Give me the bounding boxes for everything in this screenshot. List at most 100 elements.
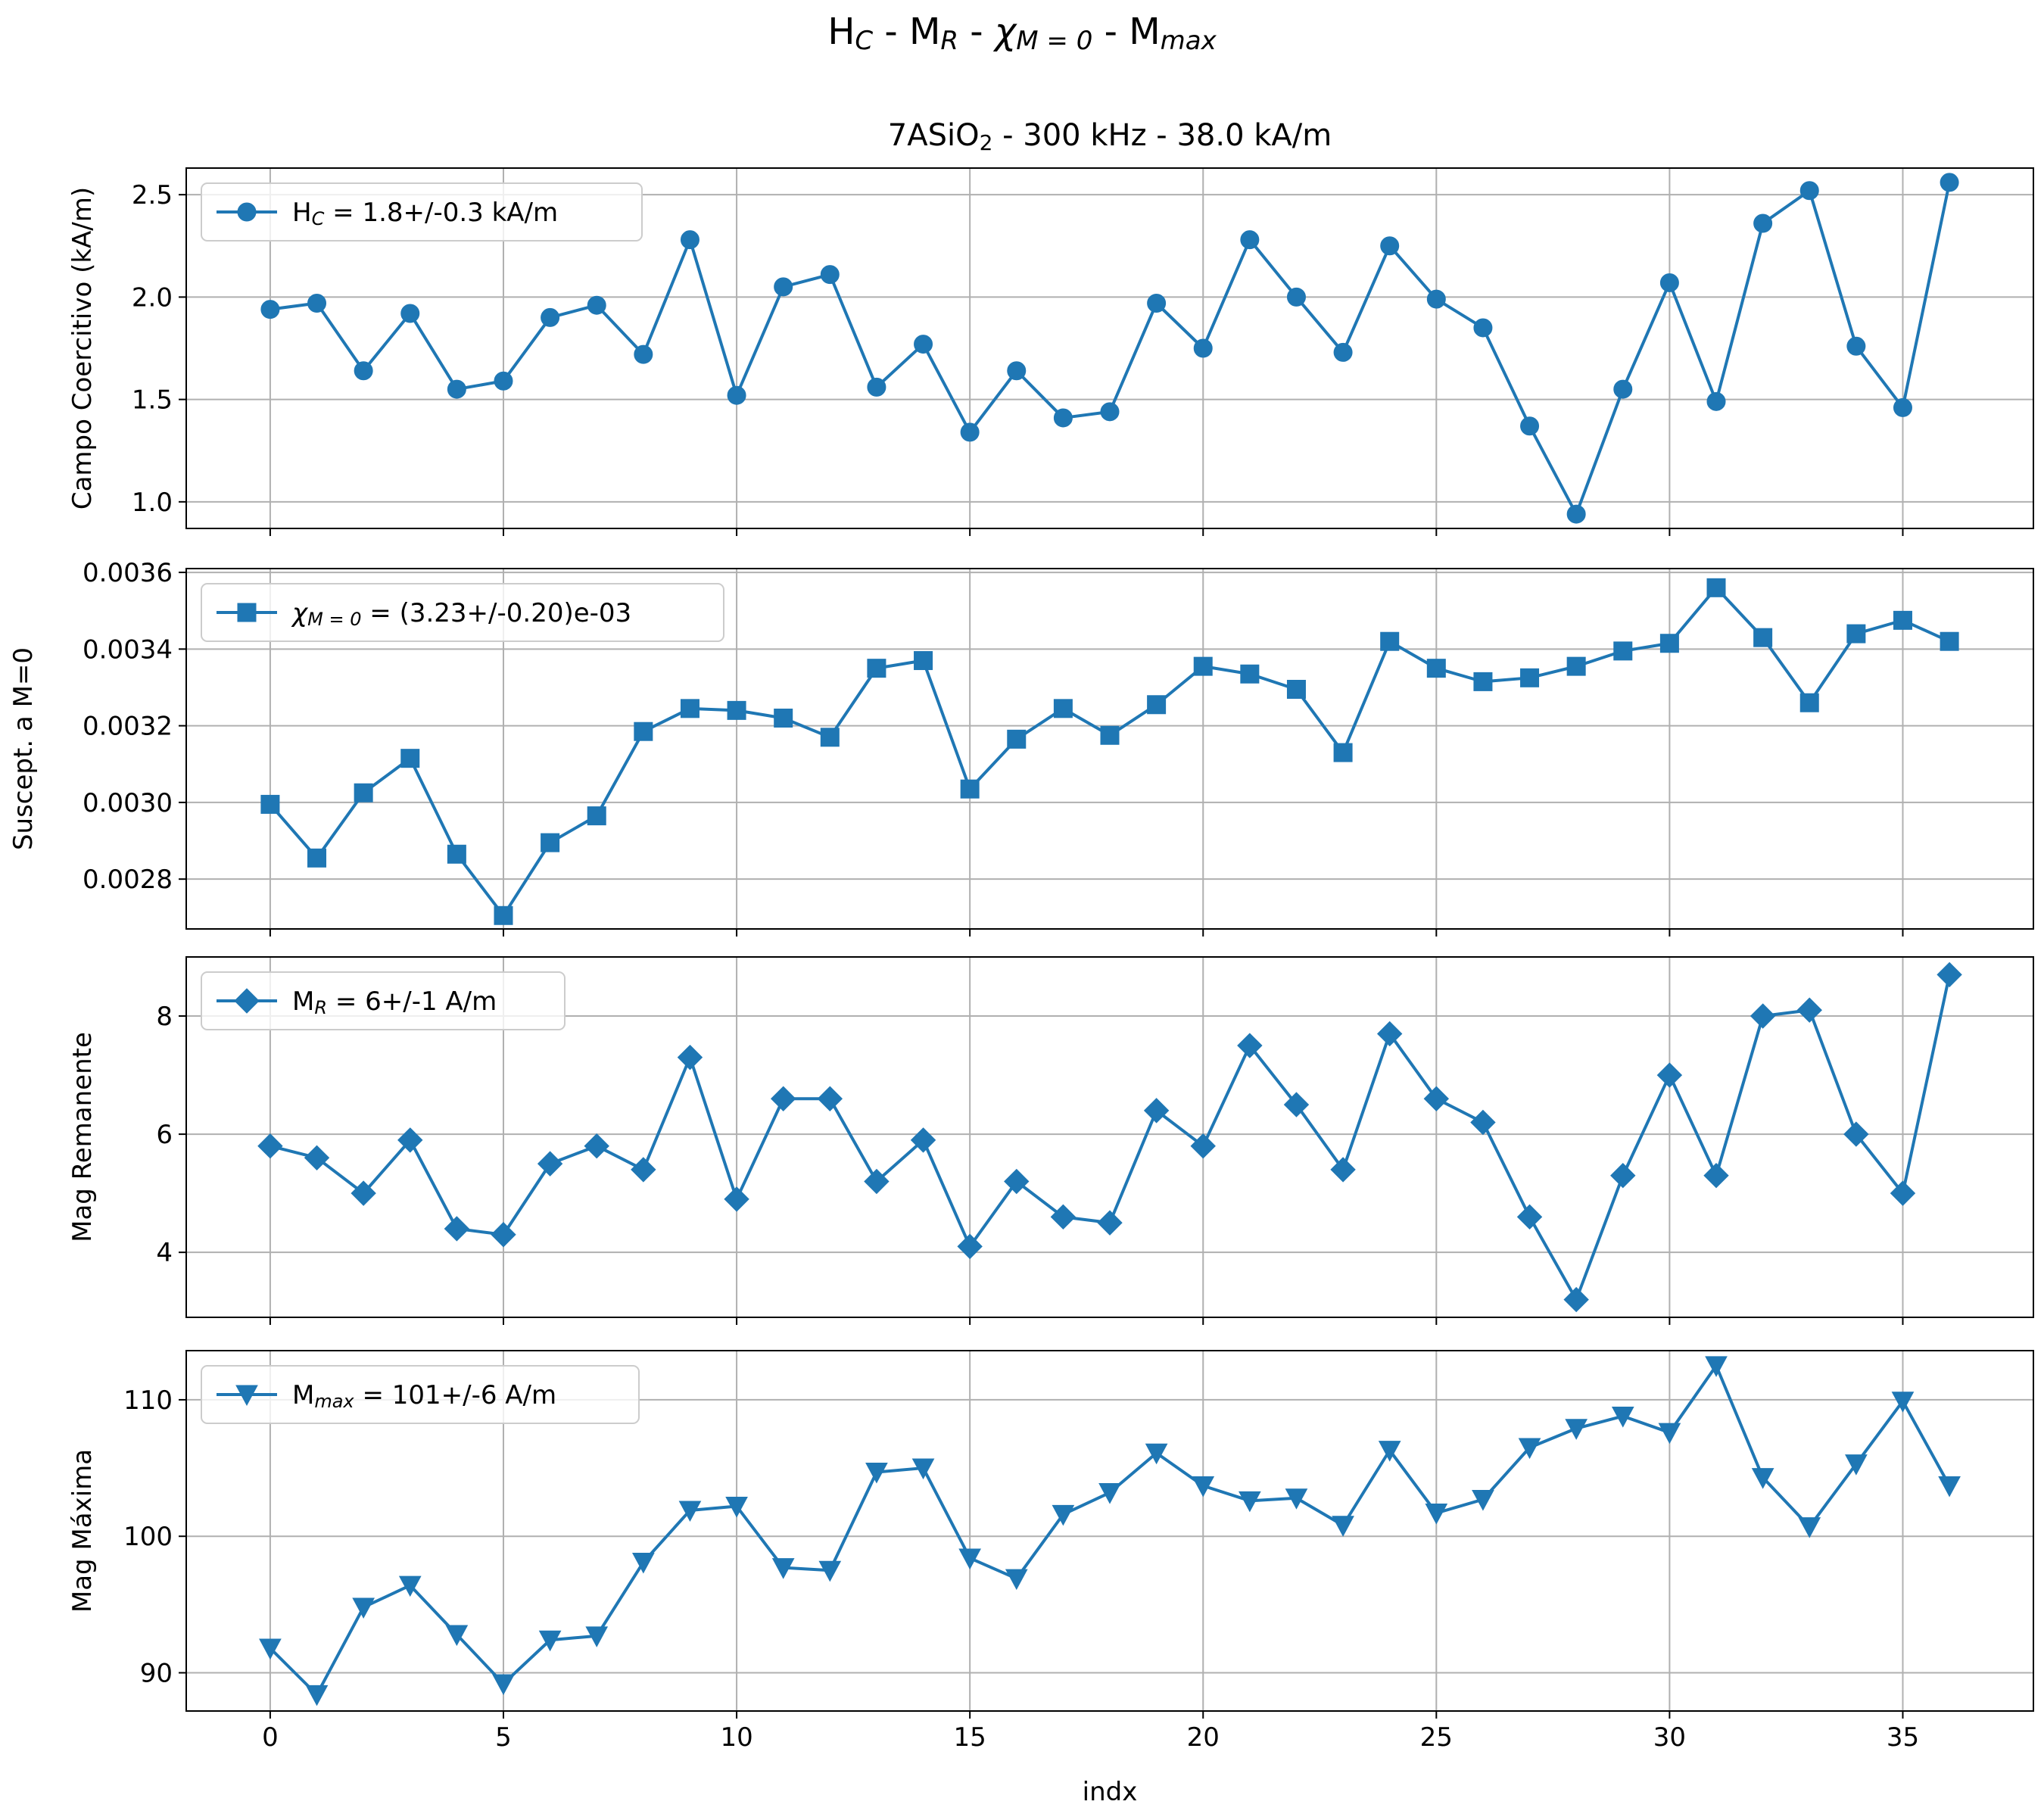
data-point-25 [1423,1086,1450,1111]
subplot-3: 0 5 10 15 20 25 30 35 90 100 110 Mag Máxima Mmax = 1… [67,1350,2034,1753]
text-part-2: = (3.23+/-0.20)e-03 [361,598,631,628]
y-axis-label: Mag Remanente [67,1032,98,1242]
data-point-11 [774,708,793,728]
data-point-10 [724,1186,749,1212]
data-point-4 [447,379,466,399]
legend-box [201,583,724,642]
data-point-23 [1332,1516,1354,1537]
data-point-19 [1145,1443,1168,1465]
text-part-2: = 101+/-6 A/m [354,1380,556,1410]
data-point-30 [1658,1423,1681,1445]
data-point-23 [1330,1157,1356,1183]
data-point-0 [260,794,280,814]
data-point-31 [1706,578,1726,597]
y-axis-label: Suscept. a M=0 [8,647,39,850]
data-point-26 [1473,672,1493,691]
data-point-24 [1380,631,1400,651]
data-point-9 [680,230,700,250]
text-part-1: C [312,208,325,229]
data-point-12 [817,1086,843,1111]
text-part-0: M [292,986,314,1017]
legend-box [201,971,566,1030]
data-point-7 [585,1626,609,1647]
data-point-20 [1193,656,1213,676]
data-point-22 [1286,680,1306,700]
data-point-14 [911,1458,935,1480]
text-part-1: M = 0 [307,609,361,630]
text-part-1: max [314,1391,354,1412]
data-point-4 [444,1216,470,1242]
data-point-13 [867,377,886,397]
data-point-33 [1799,181,1819,201]
data-point-0 [260,300,280,319]
data-point-21 [1237,1033,1263,1058]
text-part-4: - [958,11,995,53]
data-point-36 [1938,1476,1961,1498]
data-point-28 [1565,1419,1588,1440]
y-tick-label-1: 0.0030 [83,788,173,818]
data-point-12 [820,265,840,285]
data-point-10 [727,385,746,405]
data-point-1 [304,1145,330,1171]
data-point-9 [677,1044,703,1071]
data-point-29 [1613,641,1633,661]
data-point-10 [727,700,746,720]
text-part-0: 7ASiO [888,118,980,153]
text-part-2: - 300 kHz - 38.0 kA/m [992,118,1332,153]
text-part-2: - M [873,11,940,53]
legend-label: χM = 0 = (3.23+/-0.20)e-03 [291,598,631,630]
subplot-1: 0.0028 0.0030 0.0032 0.0034 0.0036 Suscept. a… [8,558,2034,937]
data-point-31 [1703,1163,1729,1189]
data-point-32 [1750,1003,1776,1029]
y-tick-label-2: 110 [123,1385,173,1416]
data-point-26 [1470,1109,1496,1136]
data-point-18 [1100,725,1120,745]
data-point-30 [1659,273,1679,292]
data-point-7 [587,806,606,826]
data-point-22 [1283,1092,1310,1117]
data-point-15 [957,1233,983,1260]
data-point-36 [1937,961,1962,988]
data-point-8 [632,1552,655,1574]
subplots: 7ASiO2 - 300 kHz - 38.0 kA/m 1.0 1.5 2.0 2.5… [8,118,2034,1753]
data-point-27 [1518,1438,1541,1460]
y-tick-label-3: 2.5 [132,180,173,210]
axes-frame [185,1350,2034,1712]
data-point-6 [538,1630,562,1652]
data-point-22 [1285,1488,1308,1510]
data-point-28 [1563,1286,1589,1313]
data-point-14 [914,651,933,671]
data-point-16 [1007,729,1027,749]
data-point-4 [447,844,466,864]
data-point-2 [354,783,373,803]
data-point-33 [1798,1517,1821,1538]
text-part-0: M [292,1380,314,1410]
y-tick-label-0: 4 [156,1238,173,1268]
data-point-7 [587,295,606,315]
data-point-0 [259,1638,282,1660]
data-point-21 [1240,664,1260,684]
x-tick-label-4: 20 [1187,1722,1220,1753]
text-part-2: = 6+/-1 A/m [327,986,497,1017]
data-point-21 [1240,230,1260,250]
legend-box [201,1365,640,1424]
x-tick-label-3: 15 [954,1722,986,1753]
y-tick-label-1: 6 [156,1120,173,1150]
data-point-36 [1940,173,1959,192]
legend-marker [235,1385,258,1407]
data-point-21 [1239,1491,1261,1513]
data-point-17 [1052,1504,1075,1526]
data-point-34 [1845,1454,1868,1476]
text-part-0: χ [291,598,309,628]
data-point-32 [1753,628,1773,647]
data-point-25 [1426,289,1446,309]
data-point-17 [1053,699,1073,718]
data-point-14 [914,335,933,354]
data-point-3 [397,1127,423,1153]
data-point-19 [1143,1098,1170,1124]
data-point-20 [1192,1476,1215,1498]
x-tick-label-5: 25 [1420,1722,1453,1753]
data-point-7 [584,1133,609,1159]
subplot-2: 4 6 8 Mag Remanente MR = 6+/-1 A/m [67,956,2034,1325]
